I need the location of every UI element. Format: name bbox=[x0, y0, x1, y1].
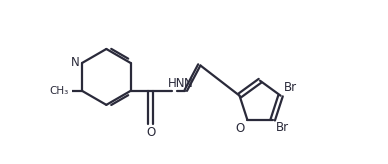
Text: CH₃: CH₃ bbox=[49, 86, 68, 96]
Text: O: O bbox=[146, 126, 155, 139]
Text: N: N bbox=[184, 77, 193, 90]
Text: HN: HN bbox=[167, 77, 185, 90]
Text: N: N bbox=[71, 56, 80, 69]
Text: Br: Br bbox=[284, 81, 297, 94]
Text: Br: Br bbox=[276, 121, 289, 134]
Text: O: O bbox=[236, 122, 245, 135]
